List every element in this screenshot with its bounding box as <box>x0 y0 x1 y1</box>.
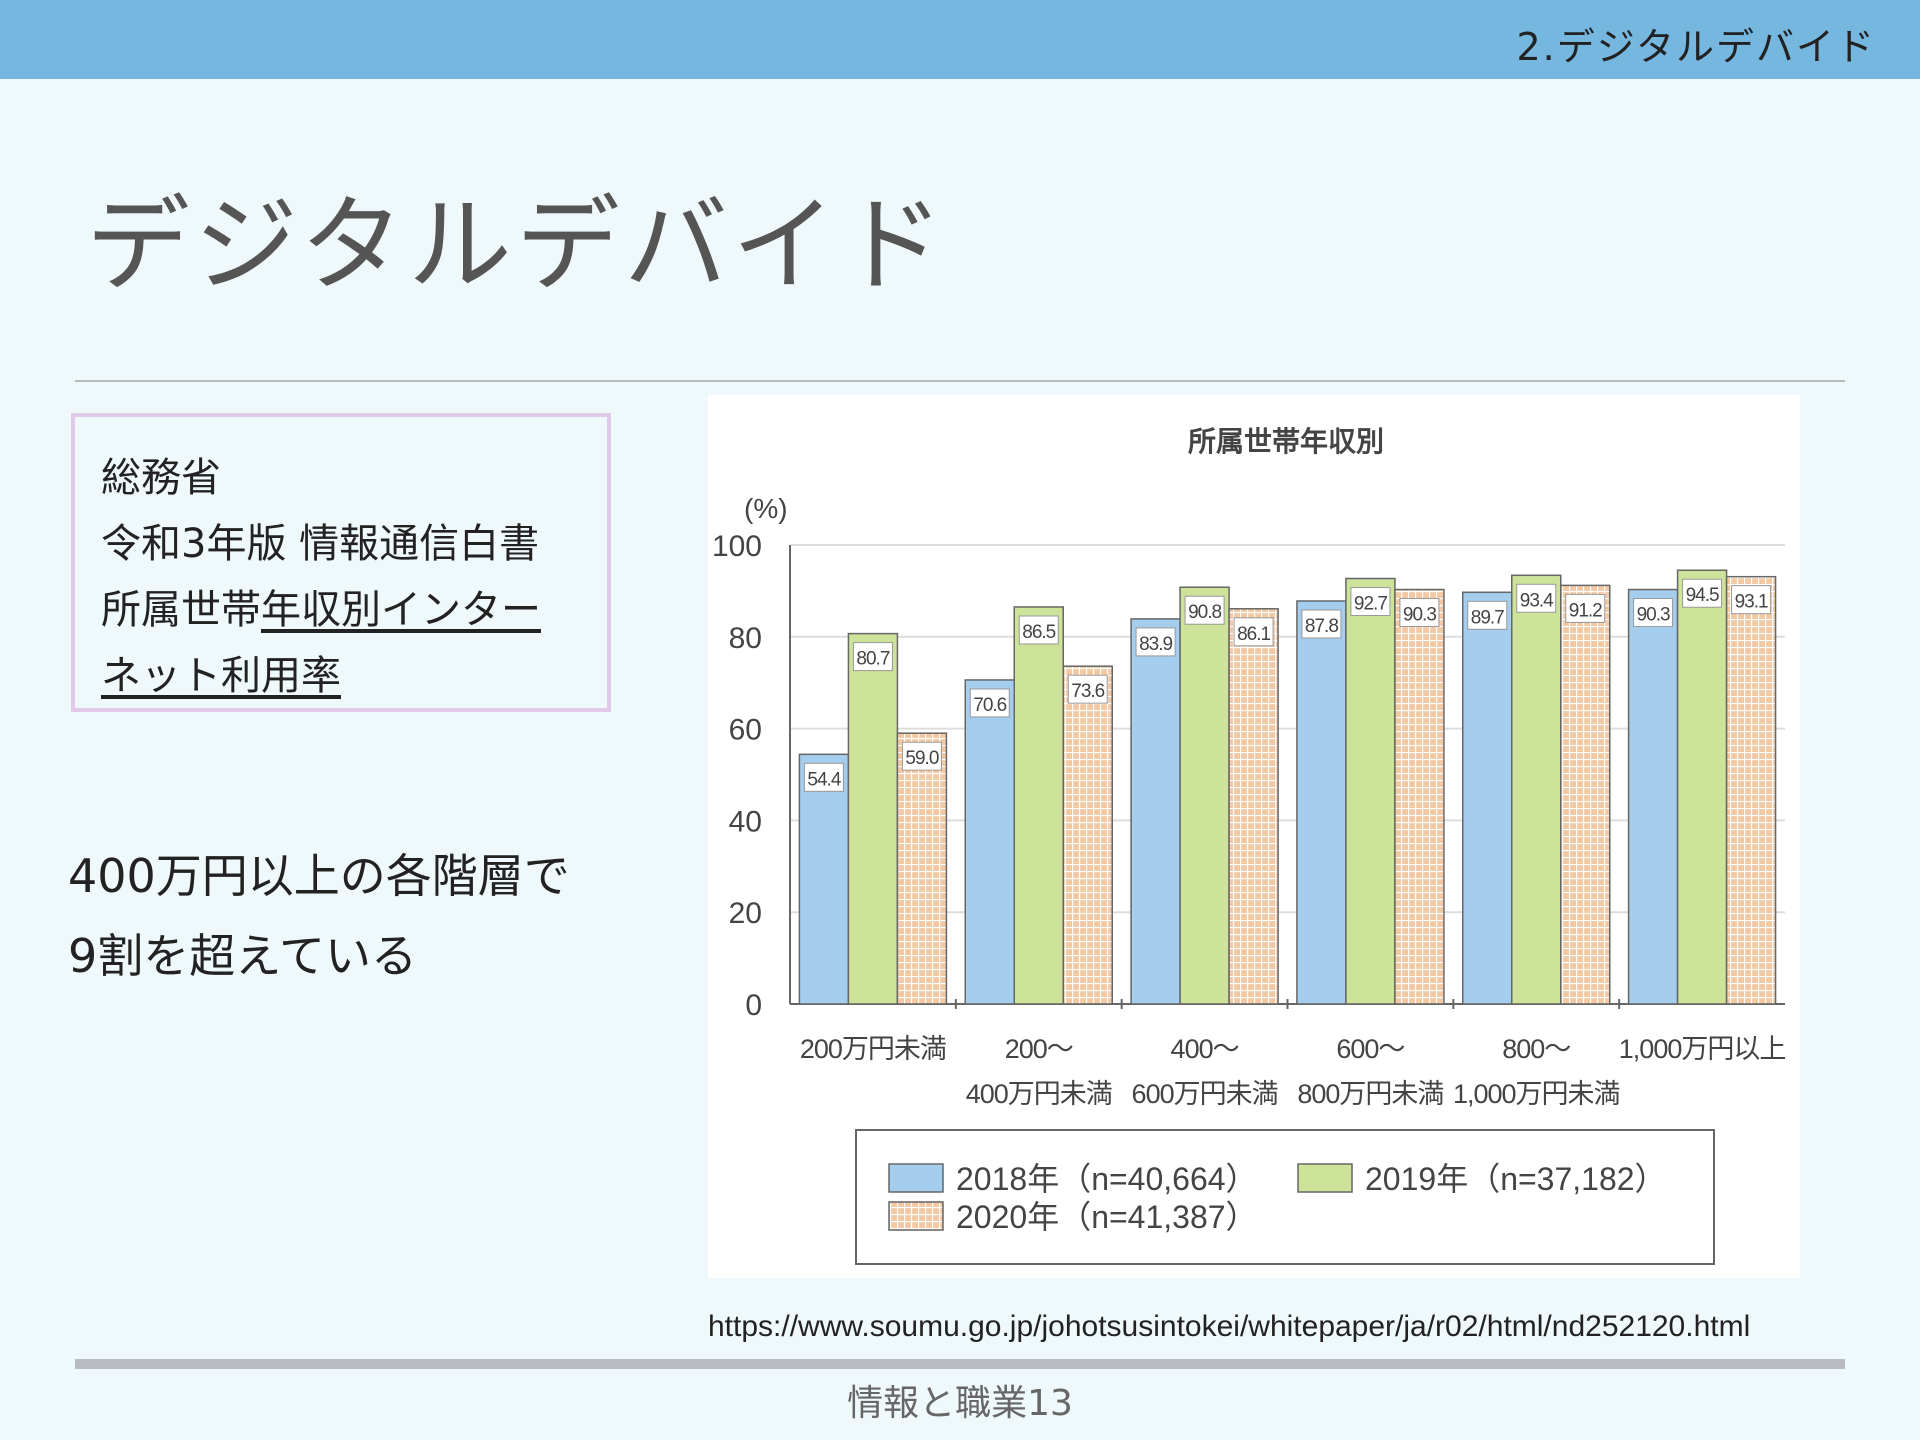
y-axis-label: (%) <box>744 493 788 524</box>
data-label-box <box>1301 609 1342 639</box>
chart: 所属世帯年収別 (%) 0 20 40 60 80 100 54.4 80.7 59.0 200万… <box>708 395 1800 1278</box>
header-bar: 2.デジタルデバイド <box>0 0 1920 79</box>
legend-box <box>855 1129 1715 1265</box>
x-tick-label: 1,000万円以上 <box>1619 1034 1786 1064</box>
data-label-box <box>1135 627 1176 657</box>
data-label: 86.5 <box>1022 622 1055 643</box>
data-label-box <box>852 642 893 672</box>
data-label-box <box>969 688 1010 718</box>
x-tick-label: 600万円未満 <box>1132 1079 1278 1109</box>
bar-3 <box>1062 665 1113 1005</box>
bar-3 <box>1394 588 1445 1005</box>
bar-1 <box>964 679 1015 1005</box>
data-label: 54.4 <box>807 769 841 790</box>
legend-swatch-3 <box>888 1201 944 1231</box>
bar-3 <box>896 732 948 1005</box>
data-label-box <box>1516 583 1557 613</box>
source-link[interactable]: 年収別インター <box>261 587 541 633</box>
y-tick-label: 0 <box>745 989 762 1022</box>
data-label-box <box>1350 587 1391 617</box>
bar-2 <box>847 632 899 1005</box>
y-tick-label: 80 <box>729 622 762 655</box>
data-label: 93.1 <box>1735 592 1768 613</box>
data-label-box <box>1184 595 1225 625</box>
source-line: 所属世帯 <box>101 587 261 633</box>
section-label: 2.デジタルデバイド <box>1516 25 1876 69</box>
data-label: 73.6 <box>1071 681 1104 702</box>
y-tick-label: 20 <box>729 897 762 930</box>
x-tick-label: 800万円未満 <box>1297 1079 1443 1109</box>
legend-label: 2018年（n=40,664） <box>956 1161 1258 1197</box>
data-label: 86.1 <box>1237 624 1270 645</box>
bar-1 <box>798 753 850 1005</box>
x-tick-label: 400～ <box>1171 1034 1239 1064</box>
data-label: 94.5 <box>1686 585 1719 606</box>
data-label: 80.7 <box>856 649 889 670</box>
legend-label: 2020年（n=41,387） <box>956 1199 1258 1235</box>
divider <box>75 380 1845 382</box>
chart-title: 所属世帯年収別 <box>1188 425 1384 457</box>
footer-bar <box>75 1359 1845 1369</box>
bar-1 <box>1462 591 1513 1005</box>
bar-2 <box>1179 586 1230 1005</box>
x-tick-label: 600～ <box>1336 1034 1404 1064</box>
source-line: 令和3年版 情報通信白書 <box>101 521 540 567</box>
bar-1 <box>1296 600 1347 1005</box>
y-tick-label: 100 <box>712 530 762 563</box>
y-tick-label: 60 <box>729 714 762 747</box>
data-label-box <box>1682 578 1723 608</box>
bar-2 <box>1013 606 1064 1005</box>
data-label: 70.6 <box>973 695 1006 716</box>
x-tick-label: 200万円未満 <box>800 1034 946 1064</box>
data-label-box <box>901 741 942 771</box>
bar-2 <box>1345 577 1396 1005</box>
bar-2 <box>1511 574 1562 1005</box>
note-line: 9割を超えている <box>68 929 417 983</box>
data-label: 91.2 <box>1569 600 1602 621</box>
x-tick-label: 400万円未満 <box>966 1079 1112 1109</box>
footer-text: 情報と職業13 <box>847 1383 1073 1424</box>
data-label-box <box>1233 617 1274 647</box>
source-line: 総務省 <box>101 455 221 501</box>
bar-3 <box>1725 575 1777 1005</box>
data-label-box <box>1467 600 1508 630</box>
data-label-box <box>1731 585 1772 615</box>
source-box: 総務省 令和3年版 情報通信白書 所属世帯年収別インター ネット利用率 <box>71 413 611 712</box>
data-label-box <box>1018 615 1059 645</box>
data-label: 90.8 <box>1188 602 1221 623</box>
slide-title: デジタルデバイド <box>86 184 948 306</box>
data-label: 87.8 <box>1305 616 1338 637</box>
y-tick-label: 40 <box>729 805 762 838</box>
legend-swatch-1 <box>888 1163 944 1193</box>
bar-1 <box>1627 588 1679 1005</box>
data-label-box <box>1067 674 1108 704</box>
legend-label: 2019年（n=37,182） <box>1365 1161 1667 1197</box>
x-tick-label: 800～ <box>1502 1034 1570 1064</box>
data-label: 83.9 <box>1139 634 1172 655</box>
note-text: 400万円以上の各階層で 9割を超えている <box>68 836 570 996</box>
data-label: 90.3 <box>1637 605 1670 626</box>
source-url[interactable]: https://www.soumu.go.jp/johotsusintokei/… <box>708 1310 1751 1343</box>
x-tick-label: 1,000万円未満 <box>1453 1079 1620 1109</box>
data-label-box <box>1565 593 1606 623</box>
data-label: 93.4 <box>1520 590 1554 611</box>
bar-chart: 所属世帯年収別 (%) 0 20 40 60 80 100 54.4 80.7 59.0 200万… <box>712 425 1786 1265</box>
note-line: 400万円以上の各階層で <box>68 849 570 903</box>
bar-3 <box>1228 608 1279 1005</box>
data-label-box <box>1399 598 1440 628</box>
data-label: 90.3 <box>1403 605 1436 626</box>
data-label-box <box>1633 598 1674 628</box>
source-link[interactable]: ネット利用率 <box>101 653 341 699</box>
legend-swatch-2 <box>1297 1163 1353 1193</box>
x-tick-label: 200～ <box>1005 1034 1073 1064</box>
data-label: 89.7 <box>1471 607 1504 628</box>
data-label-box <box>803 762 844 792</box>
bar-1 <box>1130 618 1181 1005</box>
bar-3 <box>1560 584 1611 1005</box>
data-label: 92.7 <box>1354 594 1387 615</box>
bar-2 <box>1676 569 1728 1005</box>
data-label: 59.0 <box>905 748 938 769</box>
